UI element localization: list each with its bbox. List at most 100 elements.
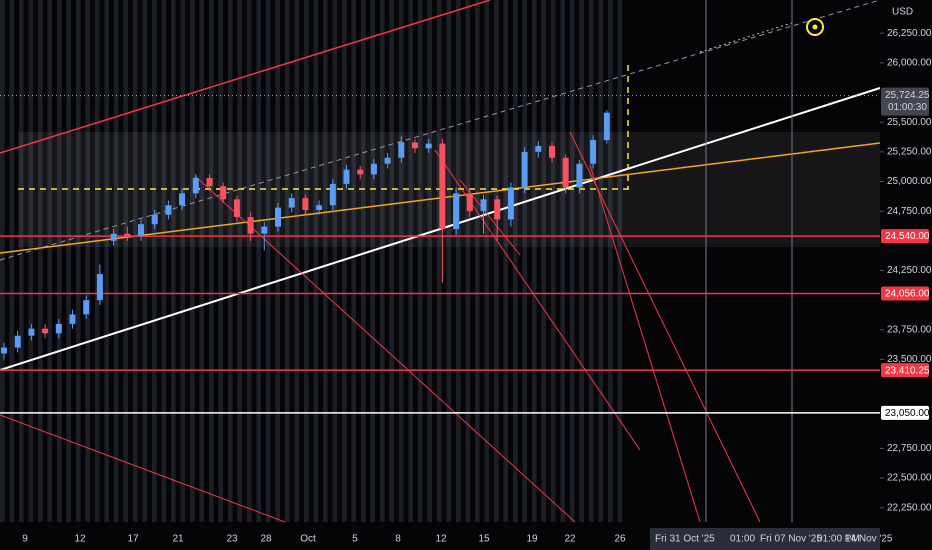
candle-body [275, 207, 281, 227]
x-tick-label: 5 [352, 534, 358, 545]
candle-body [206, 177, 213, 187]
future-time-label: 01:00 PM [817, 534, 860, 545]
level-badge [881, 286, 929, 301]
y-tick-label: 26,000.00 [887, 58, 932, 69]
future-time-label: 14 Nov '25 [845, 534, 893, 545]
candle-body [28, 328, 35, 336]
candle-body [576, 163, 583, 188]
current-price-label: 25,724.25 [885, 90, 930, 101]
candle-body [343, 169, 350, 184]
candle-body [151, 214, 158, 225]
candle-body [412, 142, 418, 149]
candle-body [521, 151, 528, 188]
candle-body [384, 157, 391, 164]
red-diagonal [589, 164, 701, 523]
candle-body [124, 233, 131, 237]
candle-body [590, 139, 597, 164]
projection-arrow [699, 21, 796, 53]
level-label: 23,050.00 [885, 408, 930, 419]
y-tick-label: 22,500.00 [887, 473, 932, 484]
candle-body [480, 199, 487, 212]
candle-body [535, 145, 542, 152]
y-tick-label: 23,500.00 [887, 354, 932, 365]
currency-label: USD [892, 7, 913, 18]
current-price-badge [881, 87, 929, 116]
candle-body [110, 233, 117, 241]
red-diagonal [194, 175, 576, 523]
candle-body [439, 143, 446, 229]
x-tick-label: 26 [614, 534, 626, 545]
candle-body [302, 198, 309, 210]
candle-body [466, 193, 473, 212]
candle-body [494, 199, 501, 220]
red-diagonal [0, 414, 286, 523]
level-badge [881, 405, 929, 420]
candle-body [398, 142, 405, 158]
candle-body [549, 145, 555, 158]
x-tick-label: 15 [478, 534, 490, 545]
candle-body [83, 300, 90, 315]
x-tick-label: 22 [564, 534, 576, 545]
x-tick-label: 17 [127, 534, 139, 545]
channel-line [0, 0, 491, 154]
level-label: 23,410.25 [885, 365, 930, 376]
x-tick-label: 23 [226, 534, 238, 545]
candle-body [370, 163, 377, 175]
y-tick-label: 24,250.00 [887, 265, 932, 276]
candle-body [55, 323, 62, 334]
candle-body [138, 224, 144, 237]
x-tick-label: 21 [172, 534, 184, 545]
candle-body [96, 274, 103, 301]
session-stripes [0, 0, 625, 522]
x-tick-label: 12 [74, 534, 86, 545]
target-icon [812, 24, 818, 30]
candle-body [192, 177, 199, 194]
y-tick-label: 26,250.00 [887, 28, 932, 39]
y-tick-label: 23,750.00 [887, 324, 932, 335]
candle-body [220, 186, 227, 200]
y-tick-label: 25,000.00 [887, 176, 932, 187]
y-tick-label: 25,500.00 [887, 117, 932, 128]
x-tick-label: 12 [435, 534, 447, 545]
x-tick-label: 9 [22, 534, 28, 545]
level-badge [881, 363, 929, 378]
level-badge [881, 229, 929, 244]
countdown-label: 01:00:30 [888, 102, 927, 113]
candle-body [357, 169, 364, 175]
candle-body [233, 199, 240, 218]
y-tick-label: 25,250.00 [887, 146, 932, 157]
candle-body [507, 187, 514, 220]
candle-body [562, 157, 569, 188]
level-label: 24,056.00 [885, 289, 930, 300]
candle-body [603, 112, 610, 140]
candle-body [453, 193, 460, 229]
y-tick-label: 24,750.00 [887, 206, 932, 217]
red-diagonal [569, 131, 761, 523]
x-tick-label: Oct [300, 534, 316, 545]
candle-body [247, 217, 254, 234]
candle-body [425, 143, 432, 149]
candle-body [288, 198, 295, 208]
white-trend [0, 87, 881, 371]
level-label: 24,540.00 [885, 231, 930, 242]
candle-body [316, 205, 323, 210]
candle-body [165, 205, 172, 215]
y-tick-label: 22,750.00 [887, 443, 932, 454]
candle-body [69, 314, 76, 324]
candle-body [261, 226, 268, 234]
candle-body [1, 347, 7, 354]
x-tick-label: 8 [395, 534, 401, 545]
x-tick-label: 28 [260, 534, 272, 545]
y-tick-label: 22,250.00 [887, 502, 932, 513]
future-time-label: 01:00 [730, 534, 755, 545]
candle-body [329, 183, 336, 206]
x-tick-label: 19 [526, 534, 538, 545]
time-range-box [650, 528, 880, 550]
candle-body [14, 335, 21, 348]
future-time-label: Fri 07 Nov '25 [760, 534, 822, 545]
target-icon [806, 18, 824, 36]
drawings [0, 0, 881, 523]
future-time-label: Fri 31 Oct '25 [655, 534, 715, 545]
candle-body [42, 328, 49, 334]
